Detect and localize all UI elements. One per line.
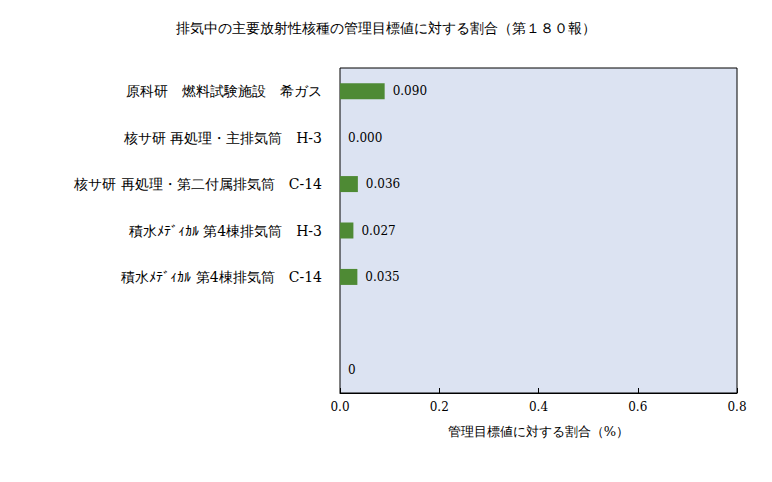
svg-text:0.000: 0.000 (348, 131, 382, 145)
svg-text:原科研 燃料試験施設 希ガス: 原科研 燃料試験施設 希ガス (126, 83, 322, 99)
svg-text:積水ﾒﾃﾞｨｶﾙ 第4棟排気筒 C-14: 積水ﾒﾃﾞｨｶﾙ 第4棟排気筒 C-14 (121, 269, 322, 285)
svg-text:0: 0 (348, 363, 356, 377)
svg-text:排気中の主要放射性核種の管理目標値に対する割合（第１８０報）: 排気中の主要放射性核種の管理目標値に対する割合（第１８０報） (176, 20, 596, 36)
svg-text:0.027: 0.027 (361, 224, 395, 238)
svg-text:0.0: 0.0 (330, 400, 349, 414)
svg-text:0.6: 0.6 (628, 400, 647, 414)
svg-text:0.8: 0.8 (727, 400, 746, 414)
svg-text:0.035: 0.035 (365, 270, 399, 284)
svg-text:0.2: 0.2 (430, 400, 449, 414)
svg-text:積水ﾒﾃﾞｨｶﾙ 第4棟排気筒 H-3: 積水ﾒﾃﾞｨｶﾙ 第4棟排気筒 H-3 (129, 223, 322, 239)
svg-text:核サ研 再処理・主排気筒 H-3: 核サ研 再処理・主排気筒 H-3 (123, 130, 322, 146)
svg-text:核サ研 再処理・第二付属排気筒 C-14: 核サ研 再処理・第二付属排気筒 C-14 (73, 176, 322, 192)
svg-text:管理目標値に対する割合（%）: 管理目標値に対する割合（%） (448, 424, 629, 439)
svg-text:0.4: 0.4 (529, 400, 548, 414)
svg-text:0.090: 0.090 (393, 84, 427, 98)
svg-text:0.036: 0.036 (366, 177, 400, 191)
